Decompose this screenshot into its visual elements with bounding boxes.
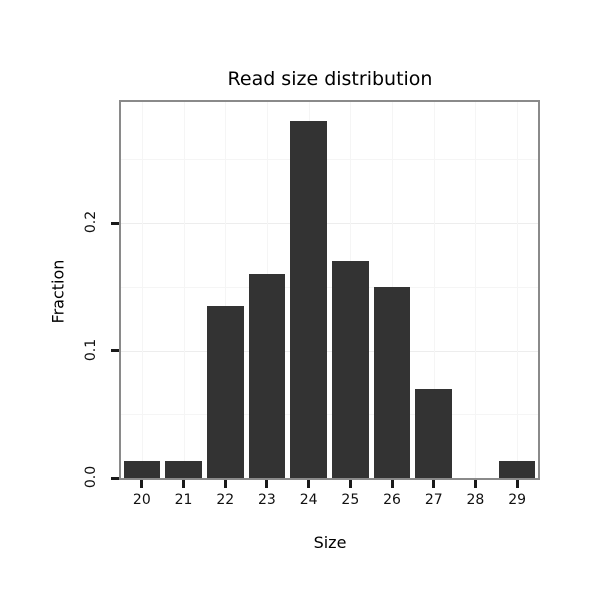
gridline-minor xyxy=(121,159,538,161)
x-tick-label: 29 xyxy=(508,492,527,508)
y-tick-mark xyxy=(111,221,119,225)
bar-27 xyxy=(415,388,453,478)
gridline-vertical xyxy=(475,102,477,478)
x-tick-mark xyxy=(473,480,477,488)
bar-26 xyxy=(373,286,411,478)
x-tick-label: 22 xyxy=(216,492,235,508)
gridline-vertical xyxy=(433,102,435,478)
bar-20 xyxy=(123,461,161,478)
x-tick-mark xyxy=(307,480,311,488)
x-tick-label: 28 xyxy=(466,492,485,508)
x-tick-mark xyxy=(348,480,352,488)
x-tick-mark xyxy=(223,480,227,488)
y-tick-label: 0.1 xyxy=(83,338,99,361)
x-tick-mark xyxy=(140,480,144,488)
y-tick-mark xyxy=(111,476,119,480)
y-tick-mark xyxy=(111,349,119,353)
x-tick-mark xyxy=(515,480,519,488)
bar-23 xyxy=(248,274,286,478)
x-tick-label: 26 xyxy=(383,492,401,508)
x-tick-mark xyxy=(182,480,186,488)
bar-29 xyxy=(498,461,536,478)
bar-22 xyxy=(206,305,244,478)
chart-title: Read size distribution xyxy=(227,68,433,90)
gridline-major xyxy=(121,350,538,352)
gridline-vertical xyxy=(225,102,227,478)
plot-panel xyxy=(119,100,540,480)
x-tick-label: 20 xyxy=(132,492,151,508)
gridline-vertical xyxy=(517,102,519,478)
x-tick-mark xyxy=(390,480,394,488)
bar-24 xyxy=(290,121,327,478)
gridline-minor xyxy=(121,414,538,416)
x-tick-label: 21 xyxy=(174,492,193,508)
x-tick-label: 25 xyxy=(341,492,360,508)
gridline-major xyxy=(121,223,538,225)
gridline-vertical xyxy=(141,102,143,478)
x-tick-label: 23 xyxy=(258,492,276,508)
x-tick-mark xyxy=(265,480,269,488)
y-tick-label: 0.2 xyxy=(83,210,99,234)
x-axis-title: Size xyxy=(313,533,347,552)
x-tick-mark xyxy=(432,480,436,488)
x-tick-label: 24 xyxy=(299,492,318,508)
gridline-vertical xyxy=(183,102,185,478)
y-tick-label: 0.0 xyxy=(83,465,99,489)
gridline-minor xyxy=(121,286,538,288)
y-axis-title: Fraction xyxy=(48,259,68,324)
x-tick-label: 27 xyxy=(424,492,443,508)
bar-25 xyxy=(332,261,369,478)
bar-21 xyxy=(165,461,202,478)
